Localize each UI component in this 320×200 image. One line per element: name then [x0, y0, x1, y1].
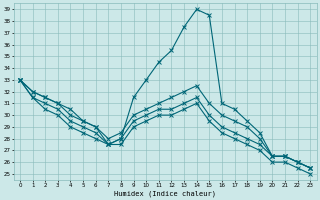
X-axis label: Humidex (Indice chaleur): Humidex (Indice chaleur) [114, 190, 216, 197]
